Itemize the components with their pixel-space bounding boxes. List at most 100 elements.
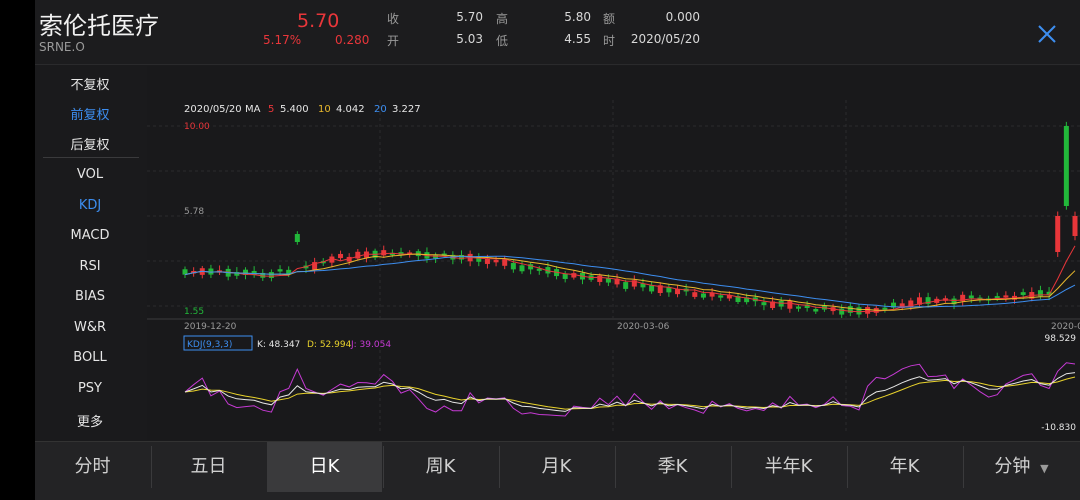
candle-body [916, 297, 922, 305]
candle-body [528, 264, 534, 270]
candle-body [692, 292, 698, 297]
tab-yearly-k[interactable]: 年K [889, 456, 920, 477]
candle-body [770, 301, 776, 308]
y-bottom-label: 1.55 [184, 307, 204, 317]
low-value: 4.55 [564, 32, 591, 46]
sidebar-divider [43, 157, 139, 158]
tab-intraday[interactable]: 分时 [74, 456, 111, 477]
candle-body [675, 288, 681, 295]
sidebar-item-kdj[interactable]: KDJ [78, 198, 102, 213]
candle-body [1046, 291, 1052, 296]
time-value: 2020/05/20 [630, 32, 700, 46]
sidebar-item-more[interactable]: 更多 [76, 415, 103, 430]
candle-body [597, 275, 603, 282]
ma5-value: 5.400 [280, 104, 309, 115]
candle-body [726, 295, 732, 299]
close-value: 5.70 [456, 10, 483, 24]
candle-body [657, 285, 663, 294]
candle-body [338, 253, 344, 259]
candle-body [744, 297, 750, 303]
info-date: 2020/05/20 [184, 104, 242, 115]
kdj-top-label: 98.529 [1045, 334, 1077, 344]
open-label: 开 [387, 34, 400, 48]
kline-chart[interactable]: 2020/05/20 MA 5 5.400 10 4.042 20 3.227 … [147, 66, 1080, 440]
y-mid-label: 5.78 [184, 207, 204, 217]
tab-minute[interactable]: 分钟 ▼ [963, 442, 1080, 492]
tab-daily-k[interactable]: 日K [267, 442, 382, 492]
period-tab-bar: 分时 五日 日K 周K 月K 季K 半年K 年K 分钟 ▼ [35, 441, 1080, 500]
sidebar-item-backward-adjust[interactable]: 后复权 [70, 138, 110, 153]
stock-code: SRNE.O [39, 40, 85, 54]
sidebar-item-forward-adjust[interactable]: 前复权 [70, 108, 110, 123]
candle-body [623, 282, 629, 289]
candle-body [839, 308, 845, 315]
candle-body [571, 273, 577, 278]
tab-five-day[interactable]: 五日 [190, 456, 227, 477]
candle-body [718, 295, 724, 298]
candle-body [925, 297, 931, 304]
candle-body [234, 272, 240, 276]
tab-separator [383, 446, 384, 488]
candle-body [407, 252, 413, 255]
ma-label: MA [245, 104, 261, 115]
sidebar-item-macd[interactable]: MACD [70, 228, 110, 243]
close-icon[interactable] [1035, 22, 1059, 46]
candle-body [459, 255, 465, 260]
quote-header: 索伦托医疗 SRNE.O 5.70 5.17% 0.280 收 5.70 开 5… [35, 0, 1080, 65]
kline-chart-area[interactable]: 2020/05/20 MA 5 5.400 10 4.042 20 3.227 … [147, 66, 1080, 440]
kdj-d-value: D: 52.994 [307, 340, 352, 350]
candle-body [286, 269, 292, 274]
low-label: 低 [496, 34, 509, 48]
x-label-mid: 2020-03-06 [617, 322, 670, 332]
candle-body [614, 278, 620, 285]
sidebar-item-no-adjust[interactable]: 不复权 [70, 78, 110, 93]
tab-weekly-k[interactable]: 周K [425, 456, 456, 477]
candle-body [493, 259, 499, 263]
candle-body [268, 272, 274, 278]
sidebar-item-bias[interactable]: BIAS [75, 289, 105, 304]
tab-monthly-k[interactable]: 月K [541, 456, 572, 477]
sidebar-item-boll[interactable]: BOLL [73, 350, 107, 365]
candle-body [899, 303, 905, 308]
candle-body [882, 307, 888, 310]
candle-body [346, 256, 352, 262]
candle-body [294, 234, 300, 242]
last-price: 5.70 [297, 10, 340, 32]
kdj-label-box[interactable] [183, 335, 253, 351]
ma20-period: 20 [374, 104, 387, 115]
candle-body [787, 301, 793, 309]
candle-body [519, 265, 525, 272]
candle-body [545, 267, 551, 274]
candle-body [260, 272, 266, 278]
sidebar-item-wr[interactable]: W&R [73, 320, 107, 335]
close-label: 收 [387, 12, 400, 26]
high-value: 5.80 [564, 10, 591, 24]
kdj-bottom-label: -10.830 [1041, 423, 1076, 433]
tab-quarterly-k[interactable]: 季K [657, 456, 688, 477]
kdj-label: KDJ(9,3,3) [187, 340, 232, 350]
candle-body [795, 306, 801, 309]
tab-separator [615, 446, 616, 488]
candle-body [1037, 290, 1043, 297]
tab-half-year-k[interactable]: 半年K [764, 456, 813, 477]
sidebar-item-rsi[interactable]: RSI [79, 259, 101, 274]
candle-body [994, 296, 1000, 299]
tab-separator [963, 446, 964, 488]
candle-body [605, 278, 611, 283]
candle-body [562, 273, 568, 279]
indicator-sidebar: 不复权 前复权 后复权 VOL KDJ MACD RSI BIAS W&R BO… [35, 66, 145, 440]
change-percent: 5.17% [263, 33, 302, 47]
kdj-lines [184, 362, 1076, 417]
candle-body [804, 304, 810, 308]
candle-body [182, 269, 188, 275]
sidebar-item-vol[interactable]: VOL [76, 167, 104, 182]
y-top-label: 10.00 [184, 122, 210, 132]
sidebar-item-psy[interactable]: PSY [77, 381, 103, 396]
tab-separator [731, 446, 732, 488]
ma5-line [184, 245, 1076, 313]
amount-value: 0.000 [665, 10, 700, 24]
stock-name: 索伦托医疗 [39, 12, 159, 40]
moving-average-lines [184, 245, 1076, 313]
candle-body [700, 293, 706, 298]
tab-separator [499, 446, 500, 488]
